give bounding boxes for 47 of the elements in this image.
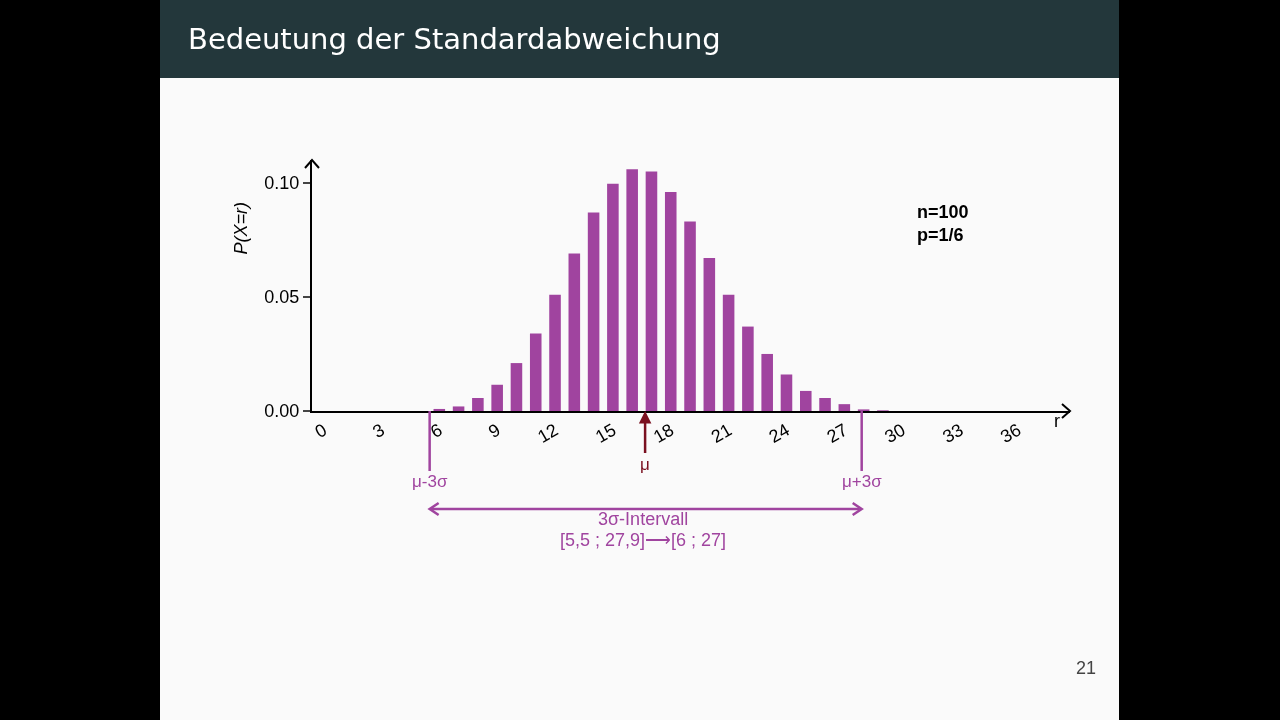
chart-title: Bedeutung der Standardabweichung	[160, 0, 1119, 78]
bar	[472, 397, 484, 411]
x-tick-label: 6	[427, 419, 446, 442]
x-axis-title: r	[1054, 411, 1060, 431]
bar	[703, 258, 716, 411]
bar	[491, 384, 503, 411]
bar	[819, 397, 831, 411]
bar	[684, 221, 696, 411]
bar	[433, 408, 446, 411]
y-axis-title: P(X=r)	[230, 201, 251, 255]
ref-line-label: μ-3σ	[412, 472, 448, 491]
bar	[722, 294, 735, 411]
bar	[529, 333, 542, 411]
x-tick-label: 24	[765, 419, 793, 447]
y-tick-label: 0.05	[264, 287, 300, 308]
text: 3σ-Intervall	[598, 509, 689, 529]
x-tick-label: 3	[369, 419, 388, 442]
x-tick-label: 30	[881, 419, 909, 447]
x-tick-label: 33	[939, 419, 967, 447]
x-tick-label: 21	[707, 419, 736, 447]
x-tick-label: 15	[592, 419, 620, 447]
x-tick-label: 18	[649, 419, 678, 447]
x-tick-label: 12	[534, 419, 562, 447]
x-tick-label: 27	[823, 419, 851, 447]
y-tick-label: 0.10	[264, 173, 300, 194]
bar	[626, 169, 638, 411]
bar	[568, 253, 581, 411]
bar	[780, 374, 793, 411]
bar	[587, 212, 600, 411]
x-tick-label: 36	[997, 419, 1025, 447]
annotation: μ	[640, 455, 650, 474]
bar	[838, 404, 851, 411]
annotation: n=100 p=1/6	[917, 202, 969, 246]
bar	[664, 191, 677, 411]
bar	[607, 183, 619, 411]
bar	[549, 294, 561, 411]
ref-line-label: μ+3σ	[842, 472, 883, 491]
bar	[742, 326, 754, 411]
y-tick-label: 0.00	[264, 401, 300, 422]
bar	[452, 406, 465, 411]
text: [5,5 ; 27,9]⟶[6 ; 27]	[560, 530, 727, 550]
bar	[799, 390, 812, 411]
text: 21	[1076, 658, 1097, 678]
x-tick-label: 0	[311, 419, 331, 442]
x-tick-label: 9	[484, 419, 504, 442]
bar	[761, 353, 773, 411]
bar	[510, 363, 523, 411]
